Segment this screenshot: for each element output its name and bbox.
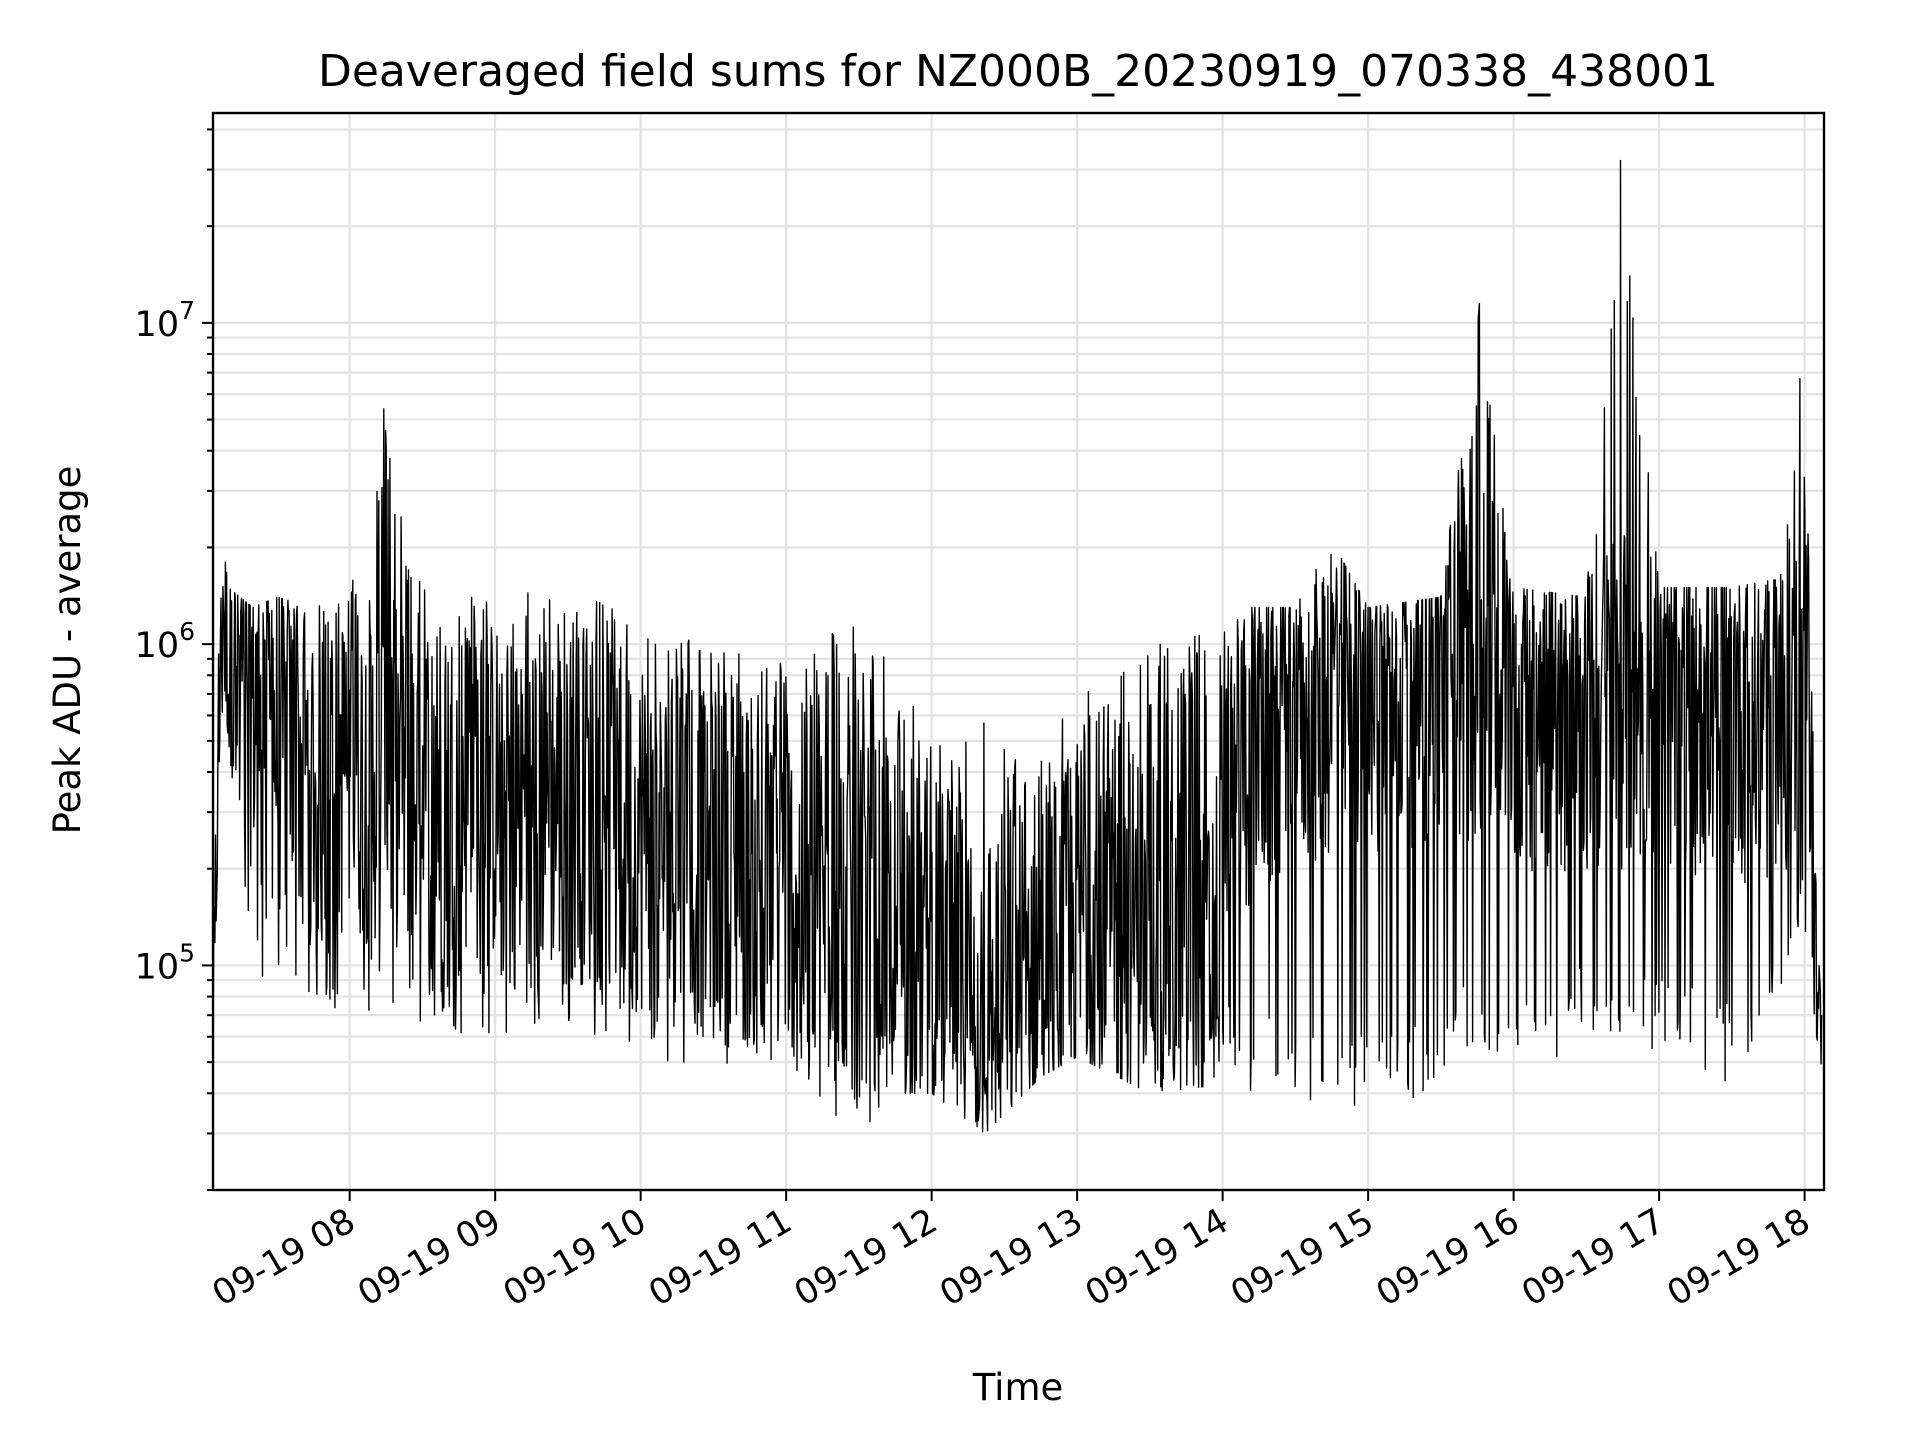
chart-title: Deaveraged field sums for NZ000B_2023091… xyxy=(318,46,1718,97)
y-tick-label: 107 xyxy=(135,296,195,345)
x-tick-label: 09-19 09 xyxy=(351,1201,507,1314)
y-axis-label: Peak ADU - average xyxy=(46,466,89,835)
x-tick-label: 09-19 16 xyxy=(1370,1201,1526,1314)
plot-frame xyxy=(211,111,1826,1192)
x-tick-label: 09-19 14 xyxy=(1079,1201,1235,1314)
y-tick-label: 106 xyxy=(135,617,195,666)
x-tick-label: 09-19 17 xyxy=(1515,1201,1671,1314)
x-tick-label: 09-19 10 xyxy=(497,1201,653,1314)
data-series xyxy=(212,159,1823,1133)
series-line xyxy=(212,159,1823,1133)
x-tick-label: 09-19 11 xyxy=(642,1201,798,1314)
y-tick-label: 105 xyxy=(135,938,195,987)
x-tick-label: 09-19 13 xyxy=(933,1201,1089,1314)
x-tick-label: 09-19 08 xyxy=(206,1201,362,1314)
x-tick-label: 09-19 15 xyxy=(1224,1201,1380,1314)
x-tick-label: 09-19 12 xyxy=(788,1201,944,1314)
x-axis-label: Time xyxy=(972,1366,1064,1409)
x-tick-label: 09-19 18 xyxy=(1661,1201,1817,1314)
y-axis: 105 106 107 xyxy=(135,128,213,1191)
